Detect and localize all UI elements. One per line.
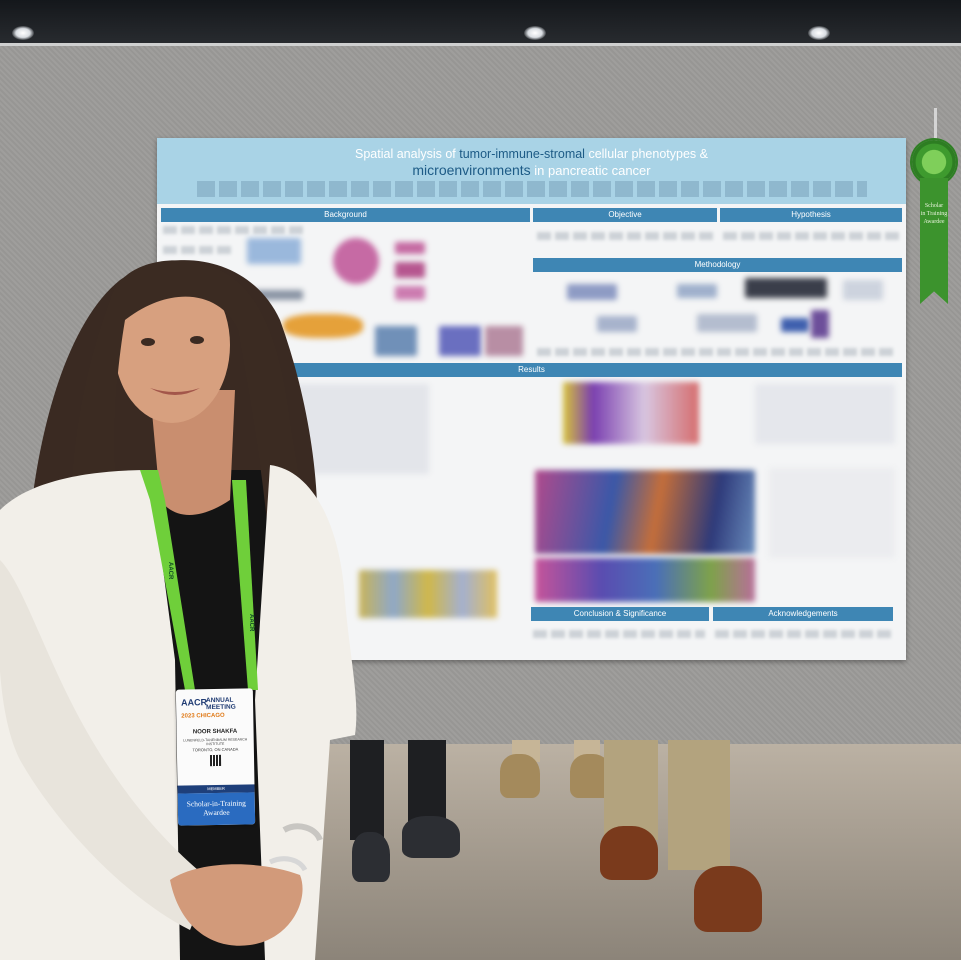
badge-card: AACR ANNUAL MEETING 2023 CHICAGO NOOR SH… — [175, 688, 256, 826]
section-background: Background — [161, 208, 530, 222]
tissue-circle-figure — [333, 238, 379, 284]
ceiling — [0, 0, 961, 48]
bracelet — [282, 823, 323, 842]
ceiling-light — [808, 26, 830, 40]
poster-title-line1: Spatial analysis of tumor-immune-stromal… — [157, 147, 906, 161]
blurred-text — [723, 232, 899, 240]
hands — [170, 864, 303, 946]
sneaker — [500, 754, 540, 798]
blurred-text — [537, 348, 893, 356]
multiplex-image-row — [535, 558, 755, 602]
ribbon-line: Awardee — [923, 219, 945, 225]
method-figure — [677, 284, 717, 298]
heatmap-figure — [563, 382, 699, 444]
section-methodology: Methodology — [533, 258, 902, 272]
title-highlight: tumor-immune-stromal — [459, 147, 585, 161]
title-highlight: microenvironments — [412, 162, 531, 178]
ribbon-pin — [934, 108, 937, 142]
multiplex-image — [535, 470, 755, 554]
pancreas-illustration — [283, 314, 363, 338]
title-text: cellular phenotypes & — [584, 147, 708, 161]
blurred-text — [715, 630, 891, 638]
leg — [350, 740, 384, 840]
ribbon-rosette — [912, 140, 956, 184]
conference-badge: AACR ANNUAL MEETING 2023 CHICAGO NOOR SH… — [170, 687, 262, 831]
hair-front — [71, 260, 310, 600]
smile — [150, 388, 200, 395]
badge-name: NOOR SHAKFA — [192, 728, 238, 736]
method-figure — [597, 316, 637, 332]
badge-year-city: 2023 CHICAGO — [181, 712, 225, 720]
section-hypothesis: Hypothesis — [720, 208, 902, 222]
method-figure — [843, 280, 883, 300]
badge-org: AACR — [180, 697, 208, 708]
results-figure — [769, 468, 895, 558]
blazer-sleeve — [0, 560, 210, 930]
section-acknowledgements: Acknowledgements — [713, 607, 893, 621]
blurred-text — [533, 630, 705, 638]
method-figure-dark — [745, 278, 827, 298]
lanyard-text: AACR — [167, 562, 173, 580]
tissue-image — [395, 262, 425, 278]
blazer-right — [255, 465, 357, 960]
leg — [604, 740, 658, 840]
dress-shoe — [694, 866, 762, 932]
ribbon-line: in Training — [920, 211, 948, 217]
badge-event: ANNUAL MEETING — [205, 696, 236, 712]
ribbon-text: Scholar in Training Awardee — [920, 202, 948, 226]
title-text: in pancreatic cancer — [530, 163, 651, 178]
microscopy-image — [485, 326, 523, 356]
sneaker — [352, 832, 390, 882]
poster-title-line2: microenvironments in pancreatic cancer — [157, 162, 906, 178]
badge-institution: LUNENFELD-TANENBAUM RESEARCH INSTITUTE — [183, 737, 248, 747]
award-ribbon: Scholar in Training Awardee — [909, 140, 959, 308]
microscopy-image — [375, 326, 417, 356]
method-figure — [811, 310, 829, 338]
lanyard-right — [232, 480, 258, 690]
results-figure — [755, 384, 895, 444]
method-figure — [781, 318, 809, 332]
eye — [141, 338, 155, 346]
tissue-image — [395, 242, 425, 254]
bracelet — [268, 856, 308, 872]
eye — [190, 336, 204, 344]
people-icons-figure — [229, 290, 303, 300]
blurred-text — [163, 226, 303, 234]
section-results: Results — [161, 363, 902, 377]
blurred-text — [537, 232, 713, 240]
section-conclusion: Conclusion & Significance — [531, 607, 709, 621]
ribbon-line: Scholar — [924, 203, 944, 209]
microscopy-image — [439, 326, 481, 356]
blurred-text — [163, 246, 233, 254]
leg — [408, 740, 446, 828]
method-figure — [567, 284, 617, 300]
ceiling-light — [12, 26, 34, 40]
ceiling-light — [524, 26, 546, 40]
method-figure — [697, 314, 757, 332]
leg — [668, 740, 730, 870]
badge-location: TORONTO, ON CANADA — [192, 746, 239, 753]
lanyard-left — [140, 470, 195, 690]
world-map-figure — [247, 238, 301, 264]
dress-shoe — [600, 826, 658, 880]
poster-authors-blurred — [197, 181, 867, 197]
title-text: Spatial analysis of — [355, 147, 460, 161]
sneaker — [402, 816, 460, 858]
lanyard-text: AACR — [248, 614, 254, 632]
section-objective: Objective — [533, 208, 717, 222]
tissue-image — [395, 286, 425, 300]
badge-award: Scholar-in-Training Awardee — [177, 792, 256, 826]
results-chart — [359, 570, 497, 618]
ribbon-tail — [920, 178, 948, 304]
qr-code-icon — [209, 754, 222, 767]
poster-header: Spatial analysis of tumor-immune-stromal… — [157, 138, 906, 204]
